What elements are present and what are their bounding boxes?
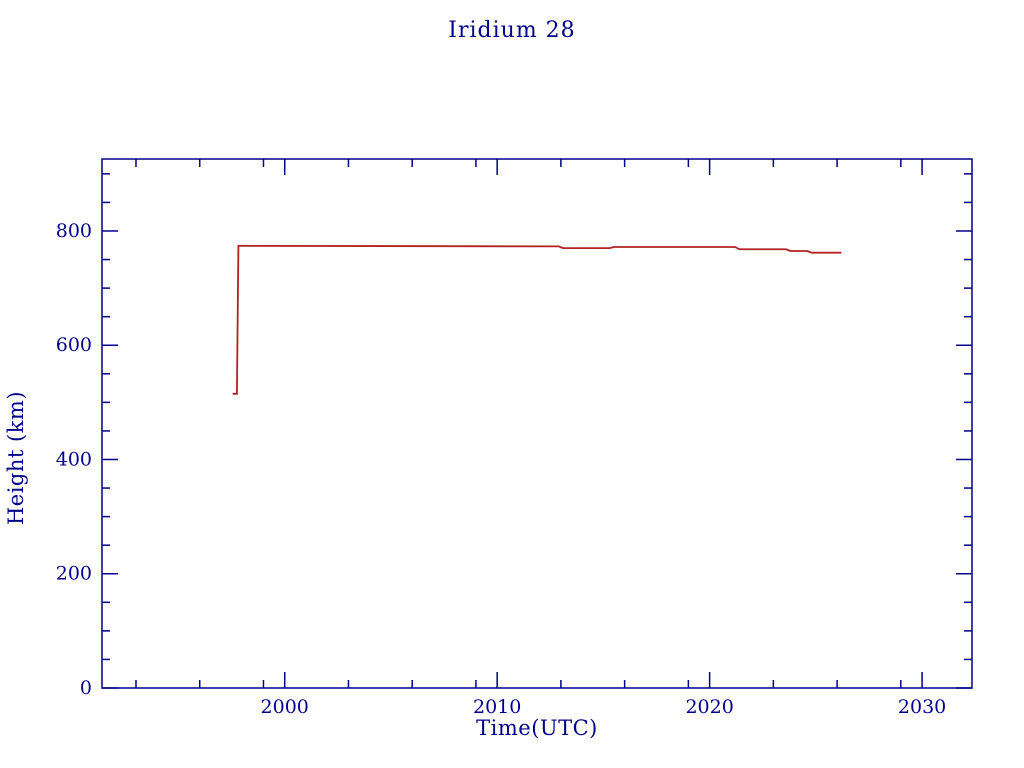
x-axis-label: Time(UTC) (476, 716, 598, 740)
x-tick-label: 2000 (261, 696, 309, 718)
y-tick-label: 600 (56, 334, 92, 356)
y-tick-label: 800 (56, 220, 92, 242)
x-tick-label: 2020 (685, 696, 733, 718)
height-series-line (232, 244, 842, 395)
x-tick-label: 2010 (473, 696, 521, 718)
y-tick-label: 200 (56, 563, 92, 585)
chart-title: Iridium 28 (448, 18, 576, 43)
x-tick-label: 2030 (898, 696, 946, 718)
y-axis-label: Height (km) (4, 390, 28, 526)
plot-border (101, 158, 973, 689)
y-tick-label: 400 (56, 448, 92, 470)
y-tick-label: 0 (80, 677, 92, 699)
